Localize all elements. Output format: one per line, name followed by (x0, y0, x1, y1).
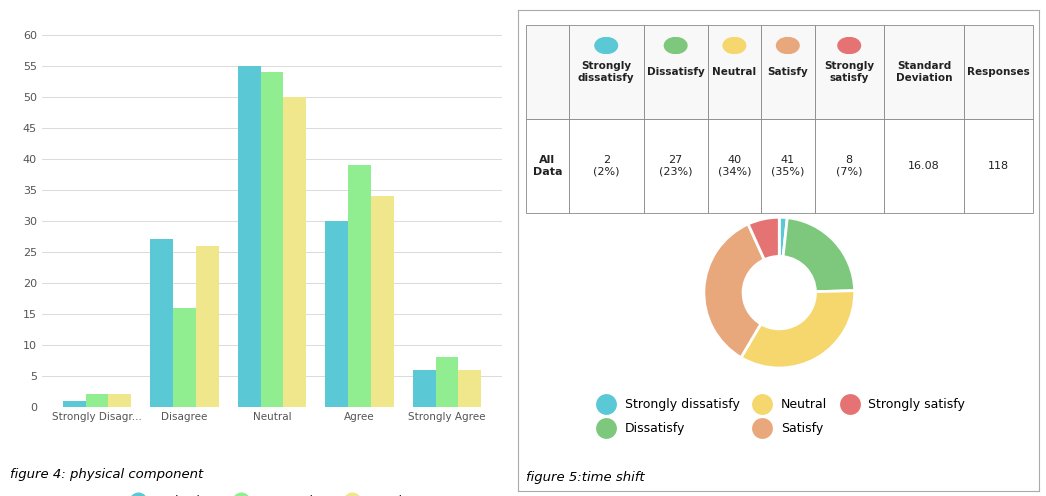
Bar (435, 357, 458, 407)
Bar (63, 401, 86, 407)
Circle shape (723, 38, 746, 54)
Bar (260, 72, 283, 407)
Wedge shape (741, 291, 855, 368)
Bar (458, 370, 481, 407)
Bar (151, 240, 173, 407)
Text: figure 4: physical component: figure 4: physical component (10, 468, 204, 481)
Bar (371, 196, 393, 407)
Wedge shape (704, 224, 765, 358)
Wedge shape (779, 217, 788, 256)
Legend: packaging, accessories, Warping: packaging, accessories, Warping (121, 490, 423, 496)
Bar (348, 165, 371, 407)
Wedge shape (748, 217, 779, 260)
Bar (237, 66, 260, 407)
Circle shape (838, 38, 861, 54)
Circle shape (776, 38, 799, 54)
Legend: Strongly dissatisfy, Dissatisfy, Neutral, Satisfy, Strongly satisfy: Strongly dissatisfy, Dissatisfy, Neutral… (589, 393, 970, 440)
Circle shape (664, 38, 687, 54)
Bar (109, 394, 131, 407)
Wedge shape (783, 218, 855, 292)
Bar (196, 246, 219, 407)
Bar (86, 394, 109, 407)
Bar (413, 370, 435, 407)
Circle shape (595, 38, 617, 54)
Bar (283, 97, 306, 407)
Bar (325, 221, 348, 407)
Bar (173, 308, 196, 407)
Text: figure 5:time shift: figure 5:time shift (526, 471, 644, 484)
